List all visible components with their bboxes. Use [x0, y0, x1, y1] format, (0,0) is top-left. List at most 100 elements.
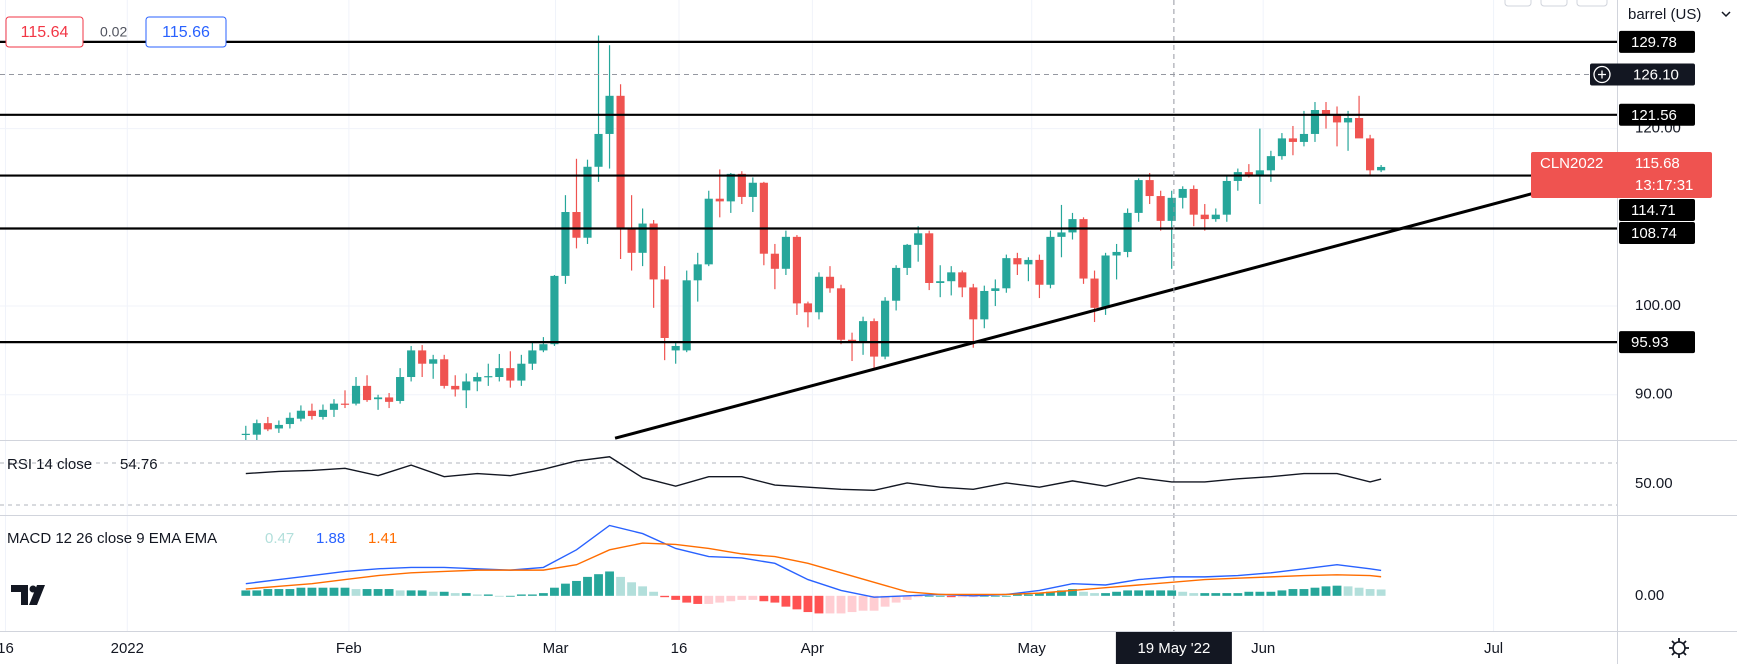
candle-body: [594, 133, 603, 167]
macd-histogram-bar: [1134, 590, 1144, 596]
spread: 0.02: [100, 24, 127, 40]
x-tick-label: Mar: [543, 640, 569, 657]
settings-gear[interactable]: [1669, 638, 1689, 658]
macd-histogram-bar: [406, 590, 416, 596]
macd-histogram-bar: [638, 586, 648, 596]
candle-body: [737, 173, 746, 197]
macd-histogram-bar: [340, 587, 350, 596]
macd-histogram-bar: [561, 583, 570, 596]
candle-body: [858, 321, 868, 342]
macd-histogram-bar: [494, 595, 504, 597]
candle-body: [1002, 258, 1011, 289]
gear-teeth[interactable]: [1669, 638, 1689, 658]
candle-body: [704, 198, 713, 265]
marks-layer: [0, 0, 1617, 631]
macd-histogram-bar: [726, 595, 736, 602]
candle-body: [263, 423, 272, 430]
crosshair-plus-sign[interactable]: [1598, 70, 1606, 79]
candle-body: [1024, 259, 1033, 265]
candle-body: [484, 376, 493, 378]
macd-histogram-bar: [1365, 589, 1375, 596]
macd-histogram-bar: [682, 595, 692, 603]
crosshair-date-label: 19 May '22: [1137, 640, 1210, 657]
candle-body: [903, 244, 912, 268]
macd-histogram-bar: [759, 595, 769, 602]
macd-histogram-bar: [627, 582, 636, 596]
macd-histogram-bar: [770, 595, 780, 603]
macd-histogram-bar: [483, 594, 493, 596]
macd-line: [245, 542, 1382, 596]
candle-body: [1255, 170, 1264, 176]
y-tick-label: 100.00: [1635, 297, 1681, 314]
last-price-box: [1531, 151, 1712, 198]
macd-histogram-bar: [847, 595, 857, 613]
macd-histogram-bar: [1233, 593, 1243, 596]
macd-histogram-bar: [263, 589, 273, 596]
candle-body: [1377, 166, 1386, 171]
candle-body: [936, 281, 945, 283]
macd-histogram-bar: [869, 595, 879, 611]
toolbar-button[interactable]: [1504, 0, 1532, 7]
rsi-line: [245, 456, 1382, 492]
macd-histogram-bar: [1244, 591, 1254, 596]
candle-body: [550, 275, 559, 345]
crosshair-date-box: [1115, 632, 1232, 664]
candle-body: [1211, 214, 1220, 220]
macd-histogram-bar: [1332, 585, 1342, 596]
logo-t: [11, 585, 28, 605]
macd-histogram-bar: [428, 591, 438, 596]
candle-body: [748, 182, 757, 197]
macd-histogram-bar: [1321, 586, 1331, 596]
logo-v: [29, 585, 45, 605]
candle-body: [1277, 138, 1286, 157]
macd-histogram-bar: [1035, 593, 1044, 596]
ask-box[interactable]: [145, 16, 227, 48]
macd-histogram-bar: [1189, 593, 1199, 596]
macd-histogram-bar: [748, 595, 758, 600]
y-tick-label: 90.00: [1635, 386, 1673, 403]
candle-body: [440, 359, 449, 386]
toolbar-button[interactable]: [1576, 0, 1608, 7]
macd-histogram-bar: [1266, 591, 1276, 596]
macd-histogram-bar: [1167, 590, 1177, 596]
x-tick-label: 16: [671, 640, 688, 657]
macd-histogram-bar: [1354, 587, 1364, 596]
macd-histogram-bar: [594, 574, 603, 596]
toolbar-button[interactable]: [1540, 0, 1568, 7]
candle-body: [1090, 278, 1099, 308]
candle-body: [429, 359, 438, 364]
macd-histogram-bar: [1255, 591, 1265, 596]
candle-body: [561, 212, 570, 276]
macd-histogram-bar: [1288, 589, 1298, 596]
candle-body: [1079, 219, 1088, 279]
macd-histogram-bar: [1156, 590, 1166, 596]
level-label-box: [1619, 198, 1695, 221]
bid-box[interactable]: [5, 16, 84, 48]
x-tick-label: 16: [0, 640, 14, 657]
candle-body: [693, 264, 702, 281]
macd-histogram-bar: [649, 591, 659, 596]
candle-body: [340, 403, 350, 405]
x-tick-label: 2022: [111, 640, 144, 657]
macd-histogram-bar: [274, 589, 284, 596]
macd-histogram-bar: [715, 595, 725, 603]
rsi-tick-label: 50.00: [1635, 475, 1673, 492]
candle-body: [1244, 172, 1253, 176]
unit-selector[interactable]: barrel (US): [1628, 6, 1701, 23]
macd-histogram-bar: [1376, 589, 1386, 596]
macd-histogram-bar: [373, 589, 383, 596]
macd-histogram-bar: [913, 595, 923, 598]
crosshair-plus-icon[interactable]: [1593, 65, 1611, 84]
unit-chevron[interactable]: [1721, 11, 1731, 18]
level-label: 95.93: [1631, 334, 1669, 351]
candle-body: [715, 198, 724, 202]
macd-histogram-bar: [902, 595, 912, 600]
candle-body: [462, 381, 471, 391]
x-tick-label: May: [1018, 640, 1047, 657]
candle-body: [682, 280, 691, 351]
macd-histogram-bar: [1101, 593, 1110, 596]
candle-body: [351, 385, 361, 404]
macd-histogram-bar: [616, 576, 625, 596]
